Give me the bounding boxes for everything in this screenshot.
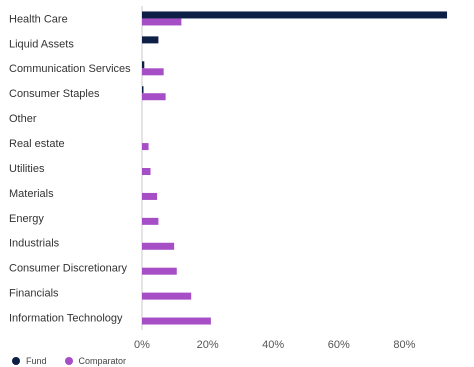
bar-comparator <box>142 217 159 225</box>
legend-item-fund: Fund <box>12 356 47 366</box>
category-label: Materials <box>9 188 54 200</box>
bar-comparator <box>142 192 158 200</box>
bar-comparator <box>142 317 211 325</box>
bar-fund <box>142 36 159 44</box>
bars <box>142 11 448 325</box>
category-label: Liquid Assets <box>9 38 74 50</box>
category-label: Utilities <box>9 163 45 175</box>
category-label: Consumer Discretionary <box>9 263 127 275</box>
legend-label-comparator: Comparator <box>78 356 127 366</box>
category-label: Information Technology <box>9 312 123 324</box>
x-tick-label: 80% <box>393 339 415 351</box>
x-tick-label: 20% <box>197 339 219 351</box>
bar-fund <box>142 61 145 69</box>
category-label: Health Care <box>9 13 68 25</box>
legend-item-comparator: Comparator <box>64 356 127 366</box>
category-label: Communication Services <box>9 63 131 75</box>
bar-comparator <box>142 292 192 300</box>
bar-comparator <box>142 18 182 26</box>
legend: Fund Comparator <box>12 355 144 367</box>
x-axis-ticks: 0% 20% 40% 60% 80% <box>134 339 416 351</box>
category-labels: Health Care Liquid Assets Communication Se… <box>9 13 131 324</box>
x-tick-label: 40% <box>262 339 284 351</box>
category-label: Industrials <box>9 238 60 250</box>
category-label: Real estate <box>9 138 65 150</box>
category-label: Consumer Staples <box>9 88 100 100</box>
bar-fund <box>142 11 448 19</box>
legend-label-fund: Fund <box>26 356 47 366</box>
category-label: Financials <box>9 288 59 300</box>
bar-fund <box>142 86 144 94</box>
bar-comparator <box>142 242 175 250</box>
bar-comparator <box>142 68 164 76</box>
legend-swatch-fund <box>12 357 20 365</box>
x-tick-label: 60% <box>328 339 350 351</box>
x-tick-label: 0% <box>134 339 150 351</box>
category-label: Energy <box>9 213 44 225</box>
bar-comparator <box>142 168 151 175</box>
bar-comparator <box>142 143 149 151</box>
bar-comparator <box>142 267 177 275</box>
legend-swatch-comparator <box>64 357 73 365</box>
category-label: Other <box>9 113 37 125</box>
bar-comparator <box>142 93 166 101</box>
